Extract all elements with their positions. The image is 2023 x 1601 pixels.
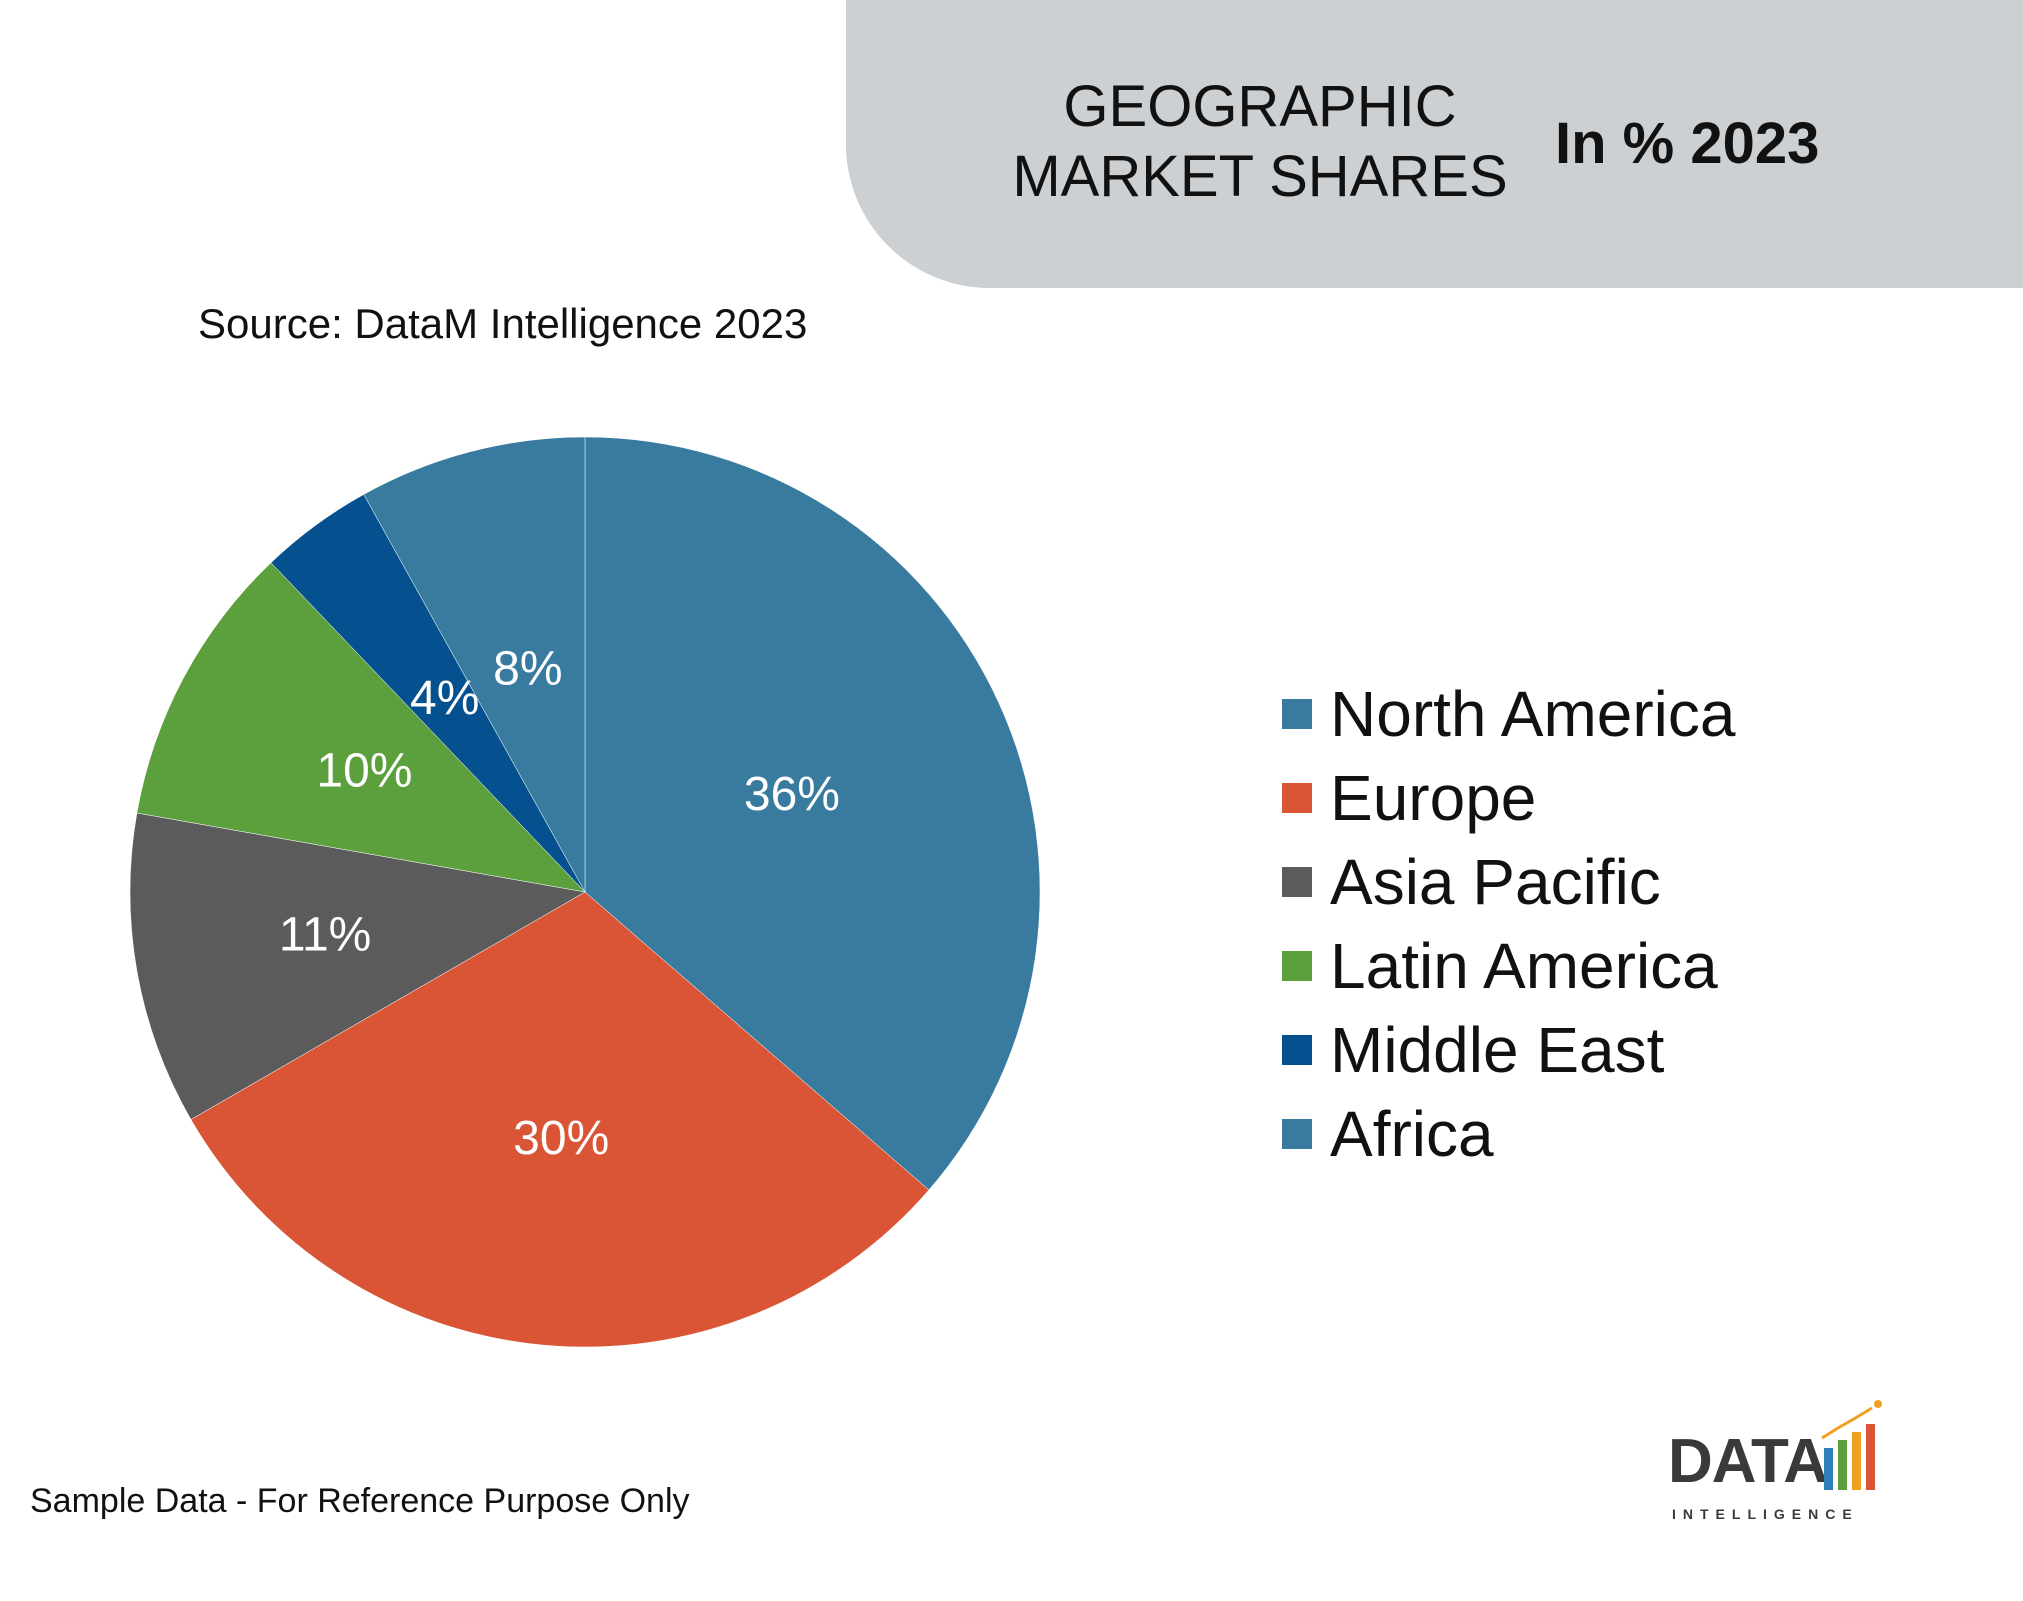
legend-item-north-america: North America: [1282, 672, 1735, 756]
legend-swatch: [1282, 951, 1312, 981]
pie-chart: 36% 30% 11% 10% 4% 8%: [129, 436, 1041, 1348]
legend-item-africa: Africa: [1282, 1092, 1735, 1176]
pie-label-europe: 30%: [513, 1112, 609, 1165]
legend-label: North America: [1330, 678, 1736, 750]
legend-item-middle-east: Middle East: [1282, 1008, 1735, 1092]
legend-swatch: [1282, 1035, 1312, 1065]
source-text: Source: DataM Intelligence 2023: [198, 300, 808, 347]
pie-label-middle-east: 4%: [410, 672, 479, 725]
legend-swatch: [1282, 867, 1312, 897]
chart-subtitle: In % 2023: [1555, 111, 1820, 176]
datam-logo: DATA INTELLIGENCE: [1668, 1398, 1888, 1528]
legend-item-asia-pacific: Asia Pacific: [1282, 840, 1735, 924]
pie-label-north-america: 36%: [744, 768, 840, 821]
logo-text: DATA: [1668, 1427, 1828, 1496]
legend-label: Europe: [1330, 762, 1537, 834]
legend-label: Middle East: [1330, 1014, 1665, 1086]
logo-bars-icon: [1821, 1400, 1882, 1490]
pie-label-asia-pacific: 11%: [279, 908, 372, 961]
legend-label: Asia Pacific: [1330, 846, 1661, 918]
header-banner: [846, 0, 2023, 288]
chart-title: GEOGRAPHIC MARKET SHARES: [960, 72, 1560, 212]
legend-item-latin-america: Latin America: [1282, 924, 1735, 1008]
legend-label: Latin America: [1330, 930, 1718, 1002]
pie-slice-asia-pacific: [129, 812, 586, 1120]
legend-swatch: [1282, 1119, 1312, 1149]
pie-slice-latin-america: [136, 562, 586, 893]
pie-labels: 36% 30% 11% 10% 4% 8%: [279, 642, 840, 1164]
pie-label-africa: 8%: [493, 642, 562, 695]
title-line-1: GEOGRAPHIC: [1063, 74, 1457, 139]
legend-swatch: [1282, 699, 1312, 729]
title-line-2: MARKET SHARES: [1012, 144, 1508, 209]
pie-slice-europe: [190, 891, 930, 1348]
legend-label: Africa: [1330, 1098, 1494, 1170]
pie-slice-north-america: [584, 436, 1041, 1191]
footnote: Sample Data - For Reference Purpose Only: [30, 1482, 690, 1520]
pie-label-latin-america: 10%: [316, 744, 412, 797]
legend-item-europe: Europe: [1282, 756, 1735, 840]
chart-legend: North America Europe Asia Pacific Latin Ame…: [1282, 672, 1735, 1176]
logo-subtext: INTELLIGENCE: [1672, 1506, 1859, 1522]
legend-swatch: [1282, 783, 1312, 813]
pie-slice-africa: [363, 436, 586, 893]
pie-slices: [129, 436, 1041, 1348]
